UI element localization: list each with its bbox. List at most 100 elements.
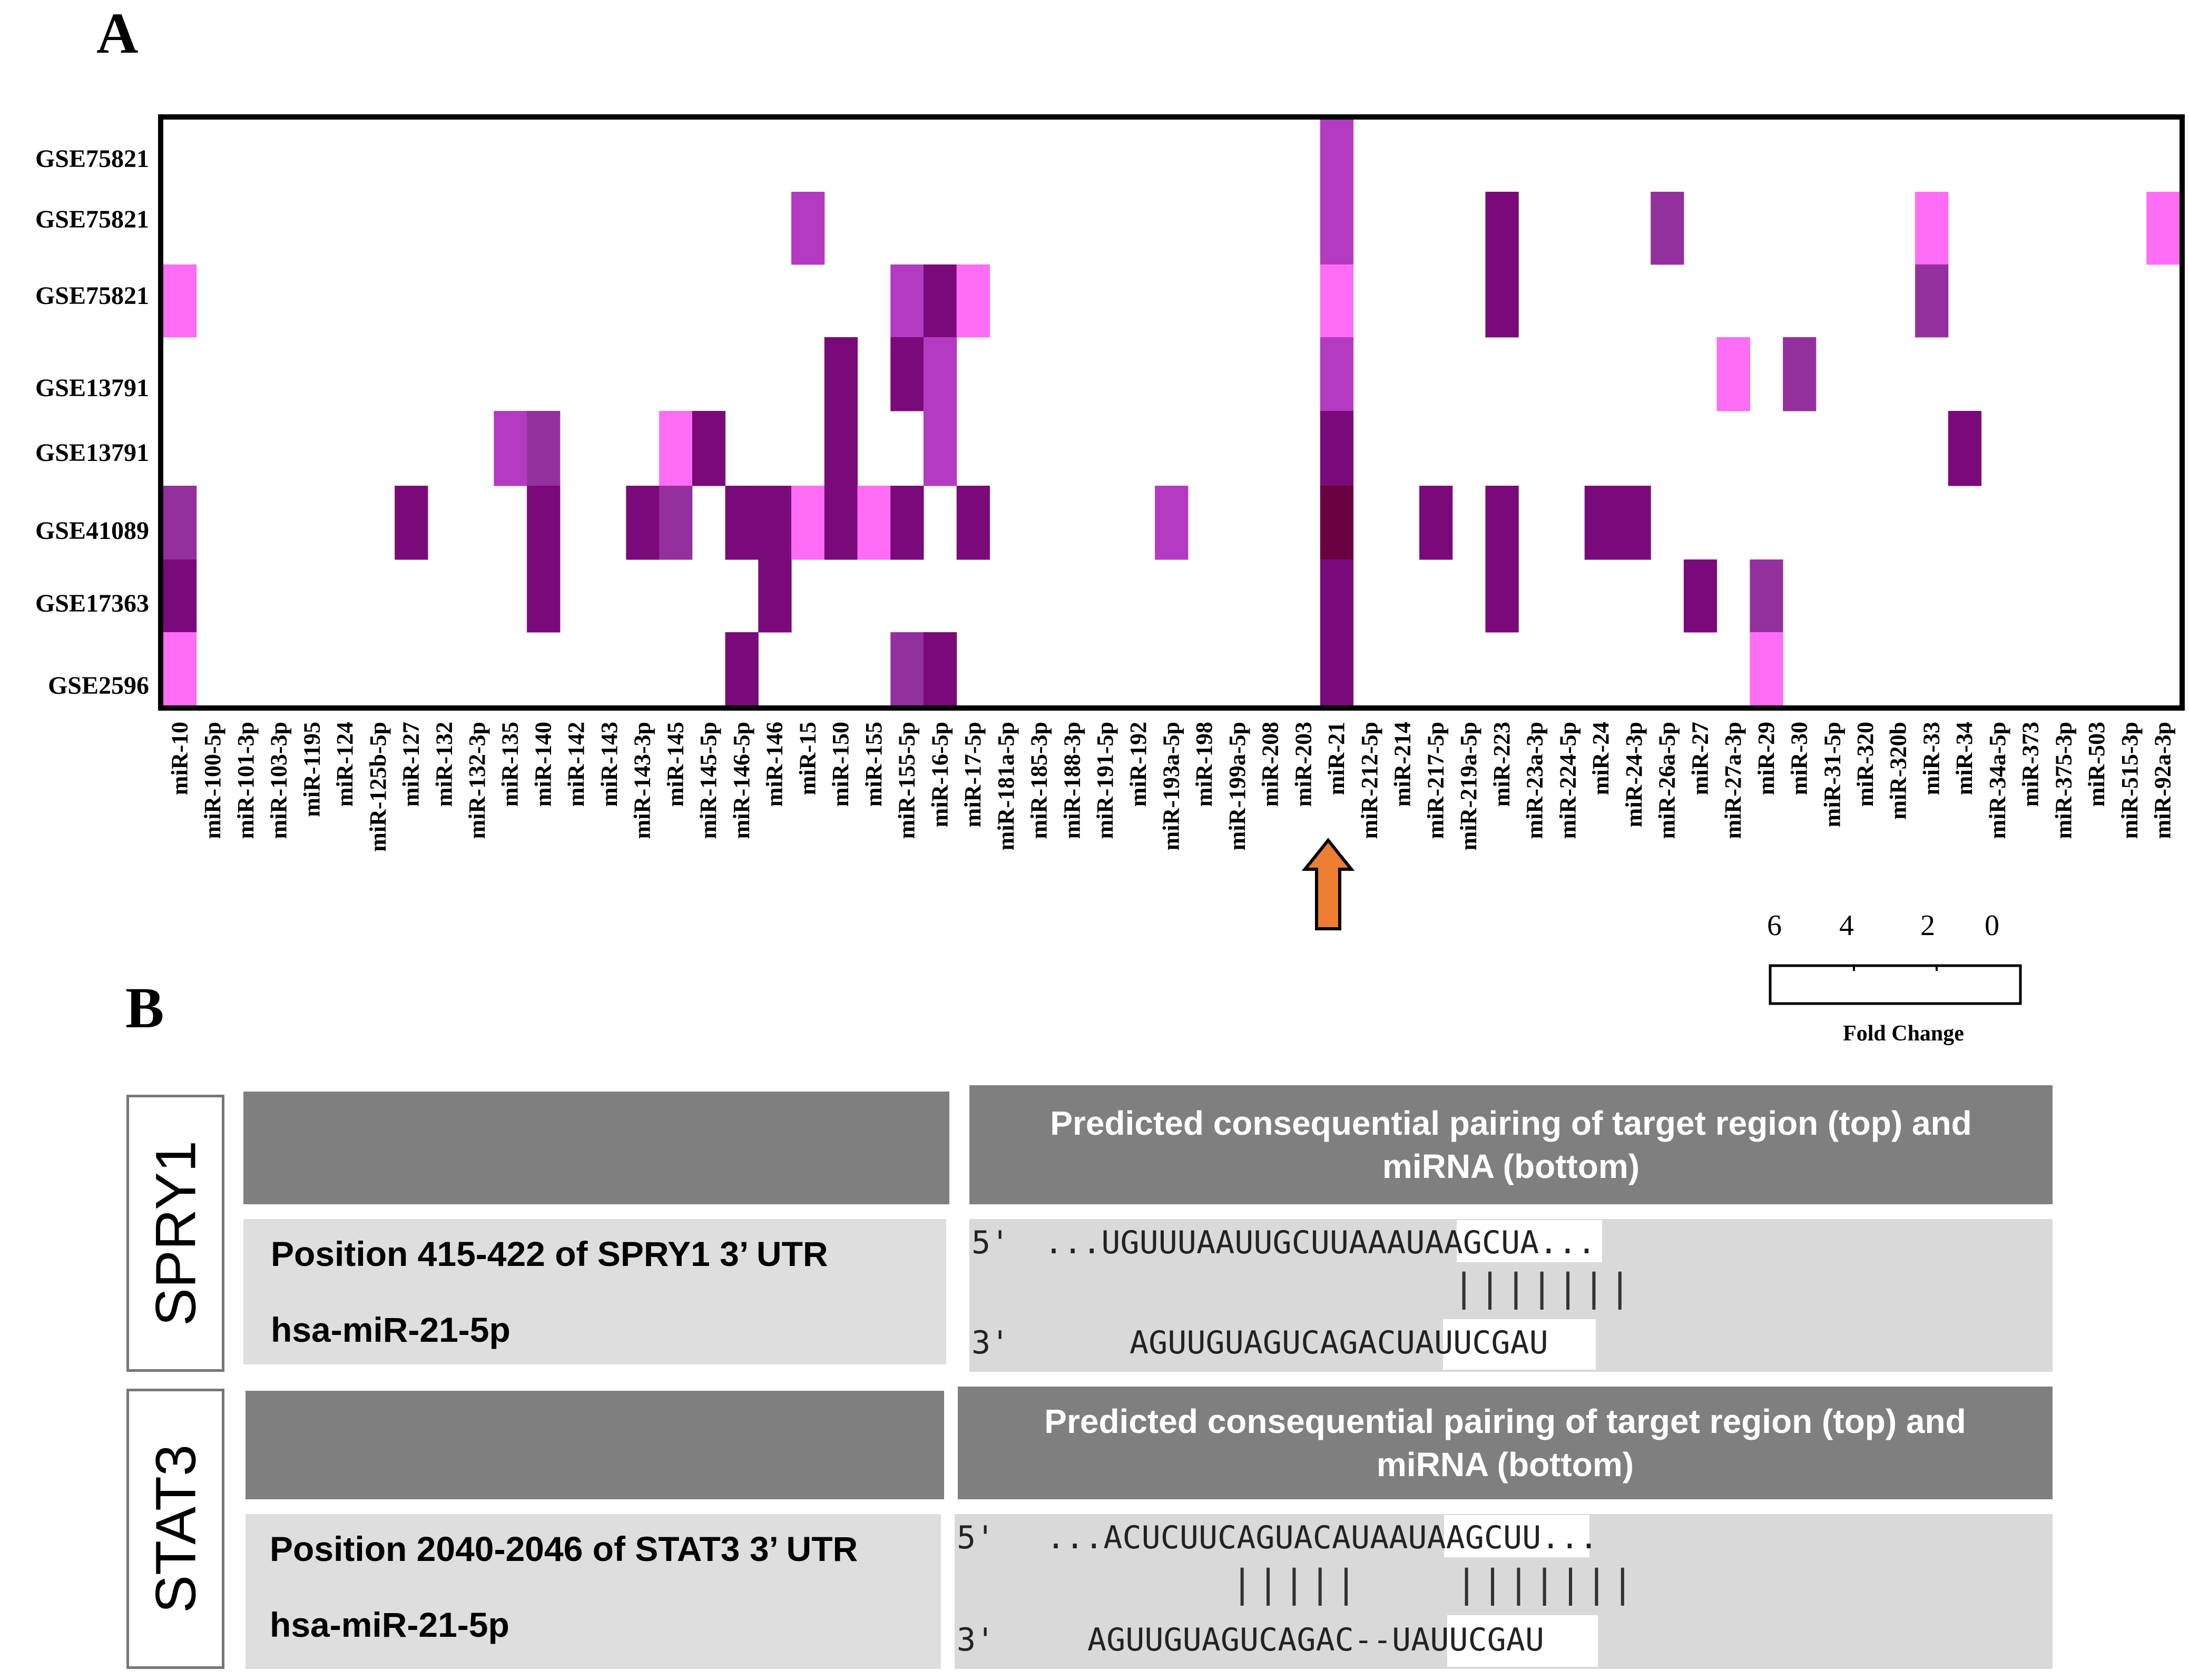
column-label: miR-145 — [662, 722, 688, 807]
heatmap-cell — [1155, 486, 1189, 560]
heatmap-cell — [824, 337, 858, 411]
row-label: GSE75821 — [35, 145, 149, 173]
row-label: GSE75821 — [35, 282, 149, 310]
heatmap-cell — [890, 632, 924, 706]
seed-highlight — [1444, 1515, 1589, 1557]
panel-b-label: B — [125, 976, 164, 1040]
column-label: miR-101-3p — [233, 722, 259, 839]
heatmap-cell — [1948, 411, 1982, 486]
heatmap-cell — [1320, 411, 1354, 486]
column-label: miR-92a-3p — [2150, 722, 2176, 839]
heatmap-cell — [1915, 264, 1949, 338]
heatmap-cell — [758, 486, 792, 560]
column-label: miR-224-5p — [1555, 722, 1581, 839]
heatmap-cell — [1750, 632, 1783, 706]
column-label: miR-143-3p — [630, 722, 655, 839]
column-label: miR-10 — [166, 722, 192, 795]
column-label: miR-503 — [2084, 722, 2109, 807]
heatmap-cell — [890, 486, 924, 560]
column-label: miR-33 — [1918, 722, 1944, 795]
heatmap-cell — [1651, 192, 1684, 265]
column-label: miR-191-5p — [1092, 722, 1118, 839]
pairing-header-text: Predicted consequential pairing of targe… — [1044, 1402, 1966, 1483]
target-sequence: ...ACUCUUCAGUACAUAAUAAGCUU... — [1046, 1519, 1598, 1556]
column-label: miR-373 — [2018, 722, 2044, 807]
column-label: miR-188-3p — [1059, 722, 1085, 839]
panel-a-label: A — [96, 1, 139, 65]
column-label: miR-132 — [431, 722, 457, 807]
column-label: miR-100-5p — [200, 722, 225, 839]
gene-label-box-stat3: STAT3 — [126, 1389, 224, 1669]
column-label: miR-320b — [1886, 722, 1911, 820]
colorbar-tick-label: 0 — [1985, 909, 1999, 942]
column-label: miR-145-5p — [695, 722, 721, 839]
column-label: miR-146 — [762, 722, 788, 807]
sequence-alignment-box: 5' ...ACUCUUCAGUACAUAAUAAGCUU... ||||| |… — [955, 1514, 2053, 1669]
prime-5-label: 5' — [971, 1224, 1010, 1261]
pairing-lines-left: ||||| — [1231, 1561, 1361, 1606]
pairing-header: Predicted consequential pairing of targe… — [969, 1085, 2053, 1204]
column-label: miR-146-5p — [729, 722, 754, 839]
column-label: miR-199a-5p — [1224, 722, 1250, 850]
heatmap-cell — [923, 337, 957, 411]
mirna-sequence-pre: AGUUGUAGUCAGAC — [1130, 1324, 1396, 1361]
heatmap-cell — [692, 411, 726, 486]
heatmap-cell — [956, 264, 990, 338]
target-sequence-pre: ...ACUCUUCAGUACAUA — [1046, 1519, 1389, 1556]
column-label: miR-135 — [497, 722, 523, 807]
heatmap-cell — [1320, 264, 1354, 338]
target-info-box: Position 415-422 of SPRY1 3’ UTR hsa-miR… — [243, 1219, 946, 1364]
column-label: miR-15 — [794, 722, 820, 795]
heatmap-cell — [1485, 486, 1519, 560]
heatmap-cell — [1320, 120, 1354, 192]
row-label: GSE2596 — [48, 672, 149, 700]
colorbar-title: Fold Change — [1843, 1021, 1964, 1046]
heatmap-cell — [1584, 486, 1618, 560]
target-sequence-site: AUAAGCUA — [1387, 1224, 1539, 1261]
heatmap-cell — [1485, 264, 1519, 338]
heatmap-cell — [791, 192, 825, 265]
heatmap-cell — [395, 486, 428, 560]
heatmap-cell — [527, 559, 561, 633]
column-label: miR-223 — [1489, 722, 1515, 807]
heatmap-cell — [163, 486, 197, 560]
column-label: miR-155 — [861, 722, 887, 807]
mirna-name: hsa-miR-21-5p — [271, 1310, 511, 1349]
target-sequence-post: ... — [1539, 1224, 1596, 1261]
heatmap-cell — [626, 486, 660, 560]
mirna-sequence: AGUUGUAGUCAGACUAUUCGAU — [1130, 1324, 1548, 1361]
prime-5-label: 5' — [957, 1519, 995, 1556]
colorbar-box — [1769, 964, 2022, 1005]
column-label: miR-23a-3p — [1522, 722, 1548, 839]
row-labels: GSE75821 GSE75821 GSE75821 GSE13791 GSE13791… — [35, 145, 149, 700]
column-label: miR-17-5p — [960, 722, 986, 827]
row-label: GSE75821 — [35, 205, 149, 233]
heatmap-cell — [1683, 559, 1717, 633]
target-sequence-site: AUAAGCUU — [1389, 1519, 1542, 1556]
column-label: miR-21 — [1323, 722, 1349, 795]
seed-highlight — [1443, 1319, 1596, 1370]
column-label: miR-143 — [596, 722, 622, 807]
heatmap-cells — [163, 120, 2180, 706]
column-label: miR-185-3p — [1026, 722, 1052, 839]
heatmap-cell — [1716, 337, 1750, 411]
column-label: miR-27 — [1687, 722, 1713, 795]
heatmap-cell — [824, 486, 858, 560]
heatmap-cell — [791, 486, 825, 560]
heatmap-cell — [1320, 192, 1354, 265]
column-label: miR-24 — [1588, 722, 1614, 795]
column-label: miR-181a-5p — [993, 722, 1019, 850]
target-sequence: ...UGUUUAAUUGCUUAAAUAAGCUA... — [1044, 1224, 1596, 1261]
heatmap-cell — [758, 559, 792, 633]
column-label: miR-192 — [1125, 722, 1151, 807]
heatmap-cell — [923, 264, 957, 338]
mirna-sequence-site: UAUUCGAU — [1396, 1324, 1548, 1361]
column-label: miR-320 — [1852, 722, 1878, 807]
column-label: miR-212-5p — [1357, 722, 1382, 839]
sequence-alignment-box: 5' ...UGUUUAAUUGCUUAAAUAAGCUA... |||||||… — [969, 1219, 2053, 1372]
prime-3-label: 3' — [957, 1622, 995, 1658]
mir21-arrow-icon — [1301, 838, 1355, 930]
heatmap-cell — [1320, 559, 1354, 633]
column-label: miR-198 — [1191, 722, 1217, 807]
column-label: miR-155-5p — [894, 722, 920, 839]
